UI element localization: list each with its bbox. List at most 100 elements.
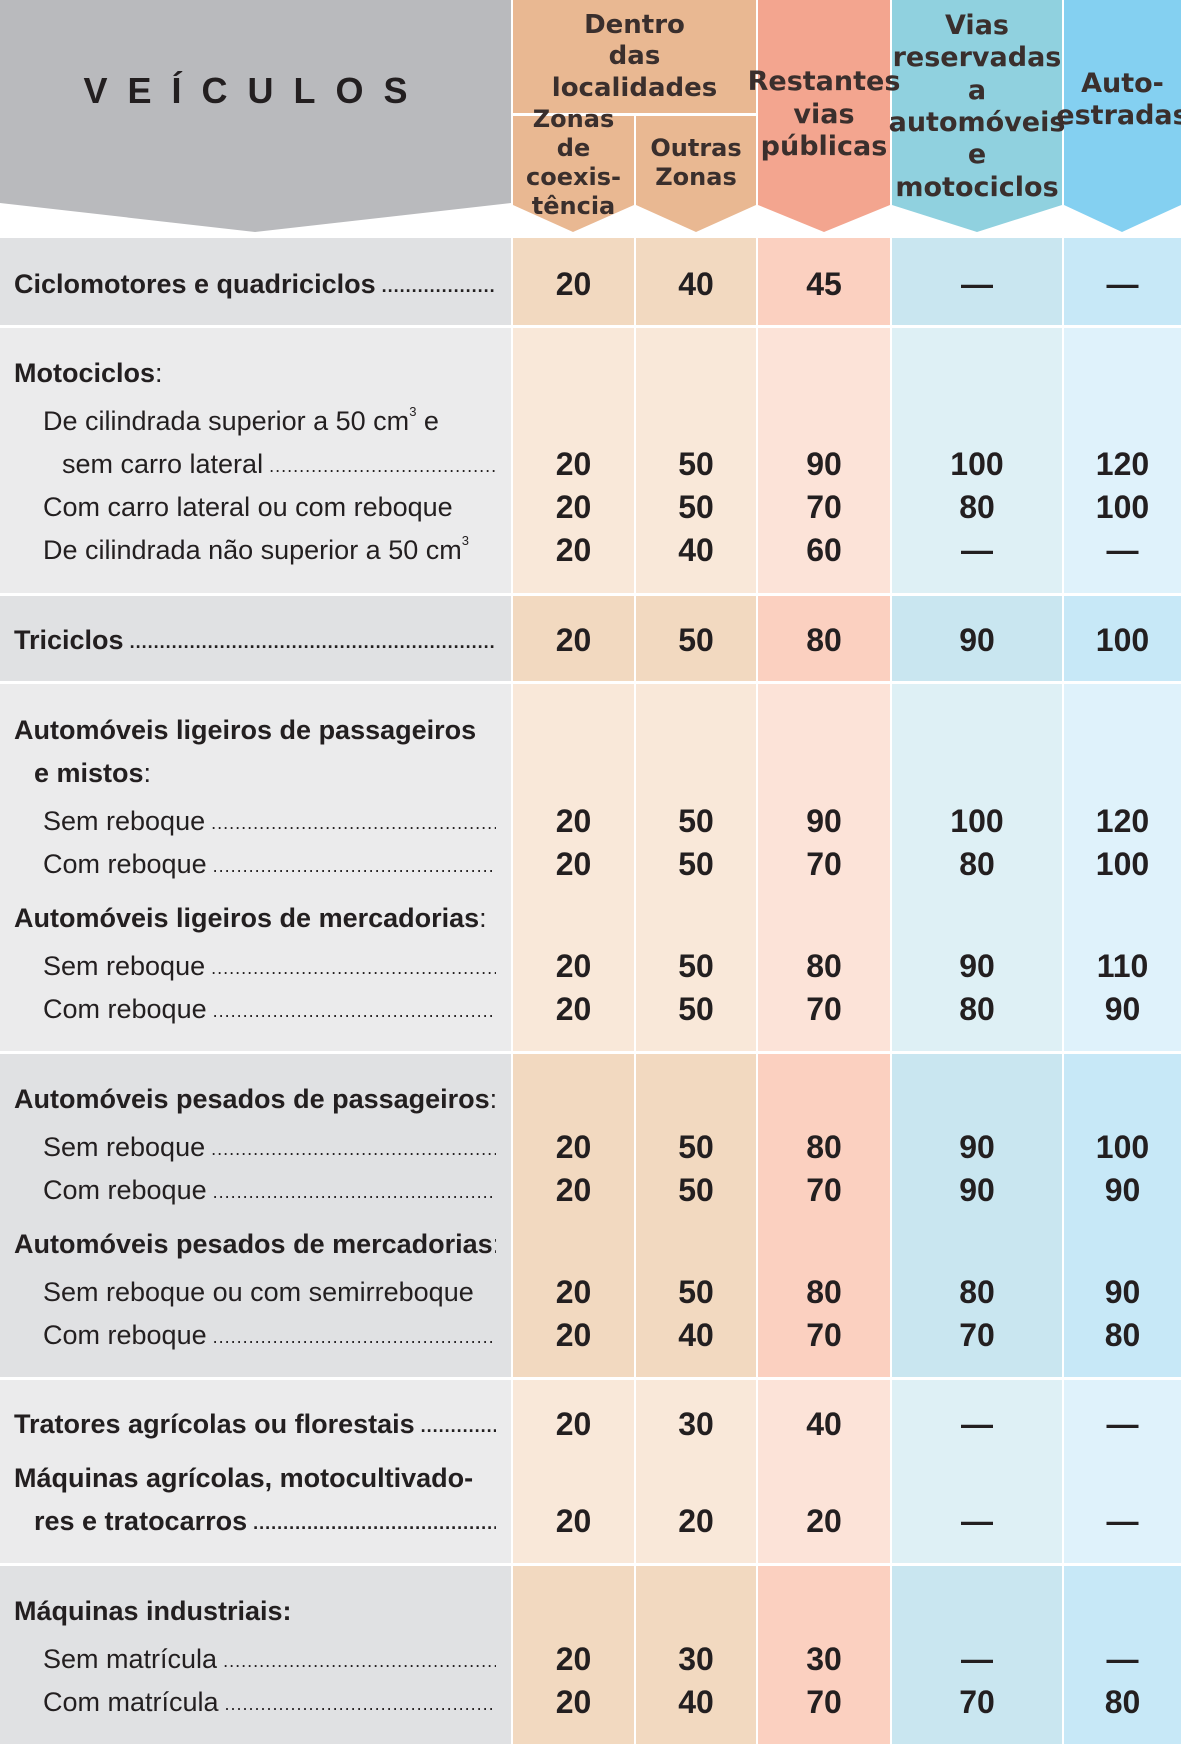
row-label-suffix: e [416,406,439,436]
speed-value-restantes: 70 [806,1684,842,1720]
row-label-main: Com matrícula [43,1687,219,1717]
row-label: Com reboque.............................… [43,1314,496,1357]
speed-value-autoestradas: 90 [1104,1172,1141,1208]
cell-background [892,238,1062,325]
speed-value-outras: 40 [678,1684,714,1720]
speed-value-coexistencia: 20 [555,1406,592,1442]
dot-leader: ........................................… [253,1513,496,1533]
row-label-main: Ciclomotores e quadriciclos [14,269,376,299]
row-label-text: Automóveis ligeiros de passageiros [14,709,476,752]
table-row: Com reboque.............................… [0,988,1181,1031]
cell-background [0,1566,511,1744]
header-line: Outras [650,134,742,163]
speed-value-outras: 50 [678,991,714,1027]
speed-value-restantes: 30 [806,1641,842,1677]
speed-value-coexistencia: 20 [555,846,592,882]
header-line: Auto- [1081,67,1164,99]
row-label-text: e mistos: [34,752,151,795]
speed-value-vias-reservadas: — [961,1503,993,1539]
row-label-text: De cilindrada superior a 50 cm3 e [43,400,439,443]
row-label-main: Sem reboque [43,1132,206,1162]
table-header: VEÍCULOS Dentro das localidades Zonas de… [0,0,1181,236]
row-label-text: Sem reboque [43,800,205,843]
speed-value-outras: 50 [678,1274,714,1310]
speed-value-vias-reservadas: 80 [959,846,995,882]
speed-value-restantes: 70 [806,846,842,882]
header-line: vias [793,98,855,130]
speed-value-vias-reservadas: 70 [959,1317,995,1353]
table-group: Automóveis pesados de passageiros: Sem re… [0,1054,1181,1377]
row-label: Triciclos...............................… [14,619,496,662]
speed-value-coexistencia: 20 [555,803,592,839]
row-label: Com reboque.............................… [43,843,496,886]
header-autoestradas: Auto-estradas [1056,60,1181,140]
row-label: e mistos: [34,752,496,795]
speed-value-restantes: 20 [806,1503,842,1539]
row-label-main: Com reboque [43,1320,207,1350]
row-label-main: e mistos [34,758,144,788]
dot-leader: ........................................… [211,1139,496,1159]
speed-value-vias-reservadas: 100 [950,446,1004,482]
row-label-suffix: : [143,758,152,788]
row-label-main: Triciclos [14,625,124,655]
dot-leader: ........................................… [212,1182,496,1202]
speed-value-coexistencia: 20 [555,1503,592,1539]
row-label-main: Automóveis ligeiros de mercadorias [14,903,480,933]
speed-value-vias-reservadas: 80 [959,489,995,525]
dot-leader: ........................................… [212,1001,496,1021]
table-row: Automóveis ligeiros de passageiros [0,709,1181,752]
dot-leader: ........................................… [420,1416,496,1436]
speed-value-coexistencia: 20 [555,1172,592,1208]
row-label-main: sem carro lateral [62,449,264,479]
row-label-suffix: : [490,1084,496,1114]
table-row: Automóveis pesados de passageiros: [0,1078,1181,1121]
table-row: Tratores agrícolas ou florestais........… [0,1403,1181,1446]
row-label: Com matrícula...........................… [43,1681,496,1724]
row-label-text: res e tratocarros [34,1500,247,1543]
table-row: Motociclos: [0,352,1181,395]
table-row: sem carro lateral.......................… [0,443,1181,486]
row-label-text: Automóveis ligeiros de mercadorias: [14,897,487,940]
row-label-main: Automóveis pesados de mercadorias [14,1229,493,1259]
cell-background [892,1380,1062,1563]
speed-value-outras: 40 [678,1317,714,1353]
header-dentro-line: localidades [551,72,718,103]
row-label: Automóveis ligeiros de mercadorias: [14,897,496,940]
speed-value-coexistencia: 20 [555,1641,592,1677]
row-label-text: De cilindrada não superior a 50 cm3 [43,529,469,572]
speed-value-autoestradas: 100 [1095,489,1150,525]
table-row: Máquinas agrícolas, motocultivado- [0,1457,1181,1500]
cell-background [636,328,756,593]
speed-value-outras: 50 [678,622,714,658]
row-label: Tratores agrícolas ou florestais........… [14,1403,496,1446]
speed-value-autoestradas: — [1106,532,1139,568]
speed-value-outras: 50 [678,489,714,525]
speed-value-vias-reservadas: — [961,1641,993,1677]
table-group: Ciclomotores e quadriciclos.............… [0,238,1181,325]
cell-background [758,684,890,1051]
speed-value-coexistencia: 20 [555,489,592,525]
cell-background [513,328,634,593]
speed-value-outras: 40 [678,532,714,568]
cell-background [636,1380,756,1563]
speed-value-coexistencia: 20 [555,446,592,482]
table-row: Sem matrícula...........................… [0,1638,1181,1681]
speed-value-outras: 50 [678,1129,714,1165]
row-label: Com carro lateral ou com reboque [43,486,496,529]
speed-value-outras: 50 [678,948,714,984]
header-line: coexis- [526,163,621,191]
cell-background [0,596,511,681]
cell-background [513,684,634,1051]
speed-value-vias-reservadas: 90 [959,1129,995,1165]
dot-leader: ........................................… [381,276,496,296]
row-label-main: Com carro lateral ou com reboque [43,492,453,522]
speed-value-restantes: 90 [806,803,842,839]
speed-value-autoestradas: 100 [1095,1129,1150,1165]
row-label-text: Com reboque [43,1169,207,1212]
table-row: Sem reboque.............................… [0,945,1181,988]
row-label: Sem reboque.............................… [43,800,496,843]
table-row: Com reboque.............................… [0,843,1181,886]
speed-value-coexistencia: 20 [555,1317,592,1353]
vehicles-title: VEÍCULOS [83,70,428,111]
row-label-text: Com reboque [43,988,207,1031]
